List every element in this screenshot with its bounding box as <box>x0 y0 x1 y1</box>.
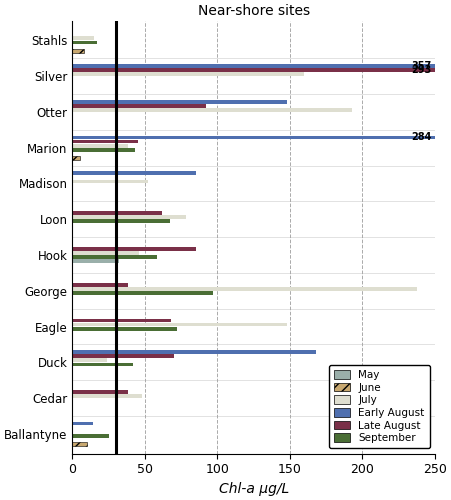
Title: Near-shore sites: Near-shore sites <box>198 4 310 18</box>
Bar <box>73 282 128 286</box>
Bar <box>73 394 142 398</box>
Bar <box>73 326 177 330</box>
Bar <box>73 287 418 290</box>
Bar <box>73 354 174 358</box>
Legend: May, June, July, Early August, Late August, September: May, June, July, Early August, Late Augu… <box>329 365 430 448</box>
Bar <box>73 144 128 148</box>
Bar <box>73 442 87 446</box>
Bar <box>73 350 316 354</box>
Bar <box>73 216 185 219</box>
Bar <box>73 72 304 76</box>
Text: 284: 284 <box>412 132 432 142</box>
Bar <box>73 422 93 426</box>
Bar <box>73 211 162 215</box>
Bar <box>73 49 84 52</box>
Bar <box>73 358 107 362</box>
Bar <box>73 148 135 152</box>
Bar <box>73 251 139 255</box>
Bar <box>73 434 109 438</box>
Bar <box>73 172 196 175</box>
Bar <box>73 362 133 366</box>
Bar <box>73 255 156 259</box>
Bar <box>73 40 97 44</box>
Bar <box>73 156 80 160</box>
Bar <box>73 68 435 72</box>
Bar <box>73 108 352 112</box>
Bar <box>73 247 196 250</box>
X-axis label: Chl-a μg/L: Chl-a μg/L <box>219 482 289 496</box>
Bar <box>73 136 435 140</box>
Bar <box>73 140 138 143</box>
Bar <box>73 180 148 184</box>
Bar <box>73 64 435 68</box>
Bar <box>73 220 170 223</box>
Bar <box>73 100 287 103</box>
Bar <box>73 390 128 394</box>
Text: 357: 357 <box>412 61 432 71</box>
Bar <box>73 36 94 40</box>
Bar <box>73 322 287 326</box>
Bar <box>73 318 171 322</box>
Bar <box>73 260 119 263</box>
Bar <box>73 291 213 294</box>
Text: 293: 293 <box>412 65 432 75</box>
Bar <box>73 104 206 108</box>
